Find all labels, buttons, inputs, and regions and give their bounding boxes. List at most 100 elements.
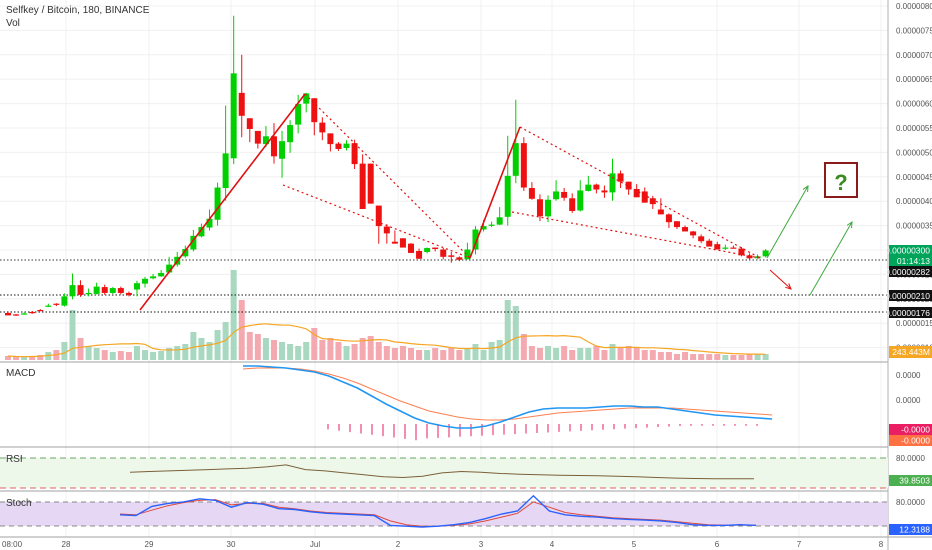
candle-body [367,163,374,204]
candle-body [117,288,124,293]
volume-bar [335,342,342,360]
volume-bar [287,344,294,360]
volume-bar [21,357,28,360]
bullish-arrow-head [846,221,853,229]
candle-body [424,248,431,252]
current-price-value: 0.00000300 [885,246,930,256]
volume-bar [657,352,664,360]
volume-bar [528,346,535,360]
volume-bar [464,348,471,360]
candle-body [488,224,495,226]
candle-body [303,93,310,104]
volume-bar [609,344,616,360]
candle-body [714,244,721,250]
macd-pane[interactable]: MACD [6,365,773,441]
volume-bar [150,352,157,360]
candle-body [416,250,423,259]
bullish-arrow [766,185,809,259]
stoch-pane[interactable]: Stoch [0,494,888,528]
volume-bar [142,350,149,360]
svg-text:243.443M: 243.443M [892,347,930,357]
volume-bar [109,352,116,360]
candle-body [77,285,84,295]
candle-body [480,226,487,230]
question-annotation[interactable]: ? [824,162,858,198]
candle-body [13,314,20,316]
volume-bar [625,346,632,360]
time-tick: 3 [479,540,484,549]
candle-body [601,190,608,193]
volume-bar [690,354,697,360]
svg-text:12.3188: 12.3188 [899,525,930,535]
volume-bar [93,348,100,360]
volume-bar [504,300,511,360]
wedge-line [519,126,761,259]
level-badge: 0.00000176 [885,307,932,318]
macd-tick: 0.0000 [896,371,921,380]
volume-bar [762,354,769,360]
candle-body [53,303,60,305]
candle-body [617,173,624,182]
candle-body [166,264,173,273]
candle-body [383,226,390,234]
rsi-pane[interactable]: RSI [0,454,888,489]
volume-bar [295,346,302,360]
volume-bar [367,336,374,360]
level-badge: 0.00000282 [885,266,932,277]
candle-body [101,287,108,293]
volume-bar [359,338,366,360]
macd-label: MACD [6,368,35,379]
candle-body [665,214,672,223]
candle-body [536,199,543,217]
candle-body [391,241,398,244]
time-tick: 28 [62,540,71,549]
price-pane[interactable] [0,0,888,362]
macd-histogram [327,424,758,441]
macd-tick: 0.0000 [896,396,921,405]
candle-body [142,278,149,284]
time-tick: Jul [310,540,320,549]
candle-body [279,141,286,159]
candle-body [335,143,342,149]
volume-bar [722,355,729,360]
symbol-title: Selfkey / Bitcoin, 180, BINANCE [6,5,150,16]
candle-body [399,238,406,248]
time-tick: 4 [550,540,555,549]
volume-bar [61,342,68,360]
volume-bar [456,350,463,360]
volume-bar [577,348,584,360]
candle-body [569,198,576,211]
stoch-label: Stoch [6,498,32,509]
candle-body [625,181,632,190]
time-tick: 8 [879,540,884,549]
current-price-badge: 0.00000300 01:14:13 [885,245,932,266]
volume-bar [593,346,600,360]
rsi-label: RSI [6,454,23,465]
volume-bar [311,328,318,360]
level-badge: 0.00000210 [885,290,932,301]
candle-body [85,292,92,295]
volume-bar [641,350,648,360]
candle-body [254,130,261,144]
candle-body [5,312,11,316]
candle-body [351,143,358,165]
time-tick: 29 [145,540,154,549]
candle-body [722,247,729,249]
candle-body [633,189,640,198]
volume-label: Vol [6,18,20,29]
candle-body [311,98,318,123]
volume-bar [279,342,286,360]
candle-body [408,243,414,253]
pattern-drawings [139,93,853,311]
volume-bar [714,354,721,360]
candle-body [464,249,471,260]
candle-body [190,235,197,250]
volume-bar [561,346,568,360]
candle-body [472,229,479,250]
bar-countdown: 01:14:13 [897,256,930,266]
